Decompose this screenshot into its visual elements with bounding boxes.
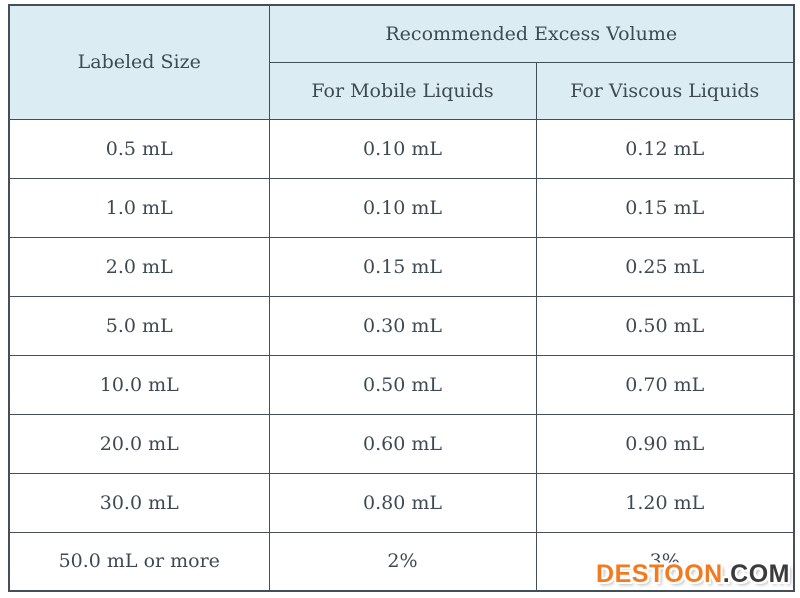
- cell-viscous: 0.25 mL: [535, 236, 795, 297]
- header-viscous-liquids: For Viscous Liquids: [535, 61, 795, 120]
- table-row: 10.0 mL 0.50 mL 0.70 mL: [8, 354, 795, 415]
- cell-labeled-size: 10.0 mL: [8, 354, 270, 415]
- cell-mobile: 0.10 mL: [268, 177, 537, 238]
- cell-labeled-size: 5.0 mL: [8, 295, 270, 356]
- cell-mobile: 0.50 mL: [268, 354, 537, 415]
- cell-viscous: 3%: [535, 531, 795, 592]
- table-row: 1.0 mL 0.10 mL 0.15 mL: [8, 177, 795, 238]
- cell-labeled-size: 1.0 mL: [8, 177, 270, 238]
- cell-mobile: 0.60 mL: [268, 413, 537, 474]
- cell-labeled-size: 20.0 mL: [8, 413, 270, 474]
- header-row-2: For Mobile Liquids For Viscous Liquids: [9, 61, 795, 120]
- cell-viscous: 0.90 mL: [535, 413, 795, 474]
- watermark-brand-text: DESTOON: [596, 560, 723, 588]
- cell-viscous: 0.50 mL: [535, 295, 795, 356]
- header-row-1: Labeled Size Recommended Excess Volume: [8, 4, 795, 120]
- excess-volume-table: Labeled Size Recommended Excess Volume F…: [8, 4, 796, 592]
- cell-labeled-size: 50.0 mL or more: [8, 531, 270, 592]
- cell-labeled-size: 2.0 mL: [8, 236, 270, 297]
- excess-volume-table-container: Labeled Size Recommended Excess Volume F…: [8, 4, 796, 592]
- table-row: 20.0 mL 0.60 mL 0.90 mL: [8, 413, 795, 474]
- watermark-suffix-text: .COM: [722, 560, 790, 588]
- table-row: 30.0 mL 0.80 mL 1.20 mL: [8, 472, 795, 533]
- cell-labeled-size: 0.5 mL: [8, 118, 270, 179]
- cell-labeled-size: 30.0 mL: [8, 472, 270, 533]
- header-labeled-size: Labeled Size: [8, 4, 270, 120]
- table-row: 0.5 mL 0.10 mL 0.12 mL: [8, 118, 795, 179]
- cell-viscous: 1.20 mL: [535, 472, 795, 533]
- table-row: 2.0 mL 0.15 mL 0.25 mL: [8, 236, 795, 297]
- cell-mobile: 0.15 mL: [268, 236, 537, 297]
- table-row: 50.0 mL or more 2% 3%: [8, 531, 795, 592]
- table-row: 5.0 mL 0.30 mL 0.50 mL: [8, 295, 795, 356]
- cell-viscous: 0.15 mL: [535, 177, 795, 238]
- watermark: DESTOON.COM: [596, 560, 790, 589]
- cell-mobile: 0.80 mL: [268, 472, 537, 533]
- header-mobile-liquids: For Mobile Liquids: [268, 61, 537, 120]
- header-excess-volume: Recommended Excess Volume: [268, 4, 795, 63]
- cell-mobile: 0.30 mL: [268, 295, 537, 356]
- cell-viscous: 0.70 mL: [535, 354, 795, 415]
- cell-mobile: 2%: [268, 531, 537, 592]
- cell-viscous: 0.12 mL: [535, 118, 795, 179]
- cell-mobile: 0.10 mL: [268, 118, 537, 179]
